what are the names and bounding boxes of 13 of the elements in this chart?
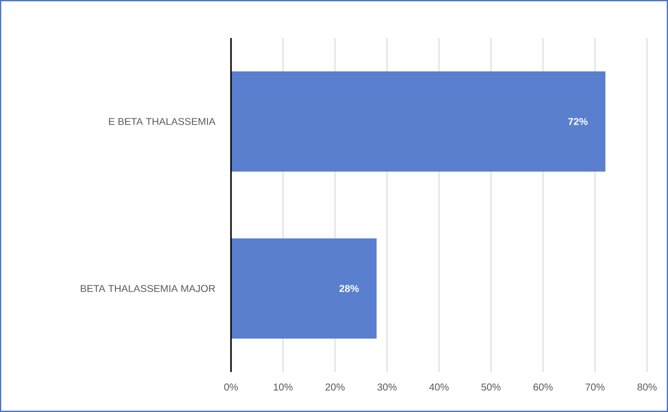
data-label: 72% [568,118,588,126]
x-tick-label: 30% [377,384,397,391]
y-tick-label: E BETA THALASSEMIA [109,118,216,126]
data-label: 28% [339,284,359,292]
x-tick-label: 60% [534,384,553,391]
x-tick-label: 50% [481,384,501,391]
x-tick-label: 0% [224,384,238,391]
x-tick-label: 40% [429,384,449,391]
x-tick-label: 20% [326,384,345,391]
y-tick-label: BETA THALASSEMIA MAJOR [80,284,216,292]
x-tick-label: 10% [274,384,293,391]
x-tick-label: 80% [637,384,657,391]
x-tick-label: 70% [586,384,605,391]
